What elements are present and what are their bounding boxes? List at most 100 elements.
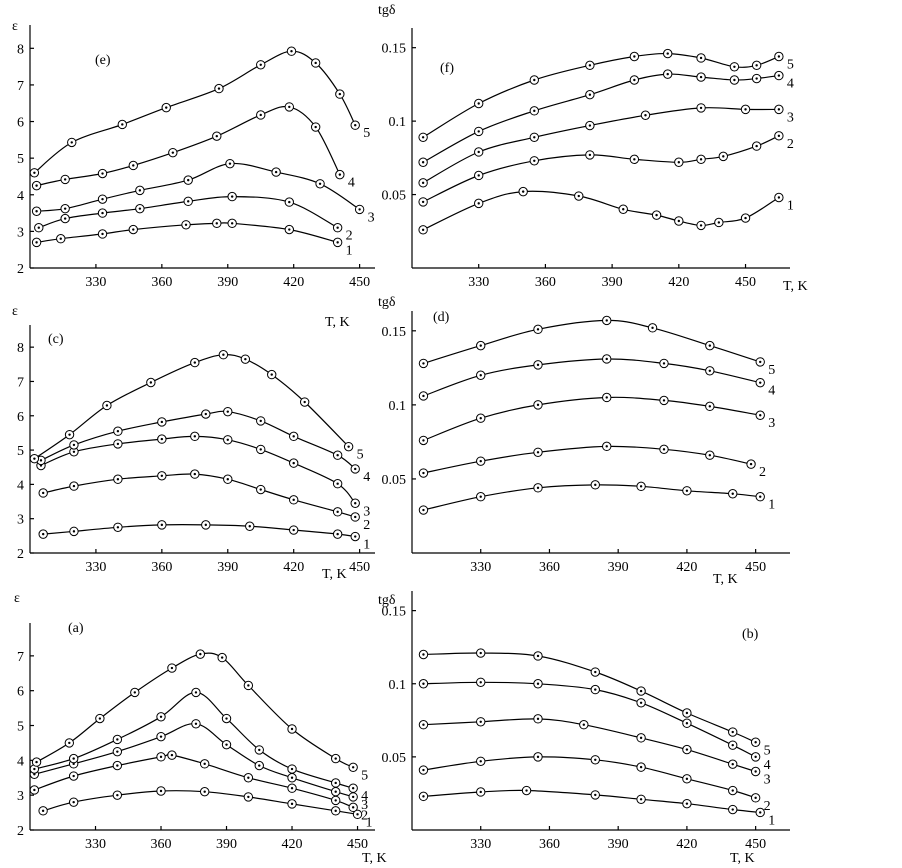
- data-point-center: [536, 363, 540, 367]
- series-line: [36, 162, 360, 212]
- series-2: 2: [29, 750, 368, 823]
- data-point-center: [193, 435, 197, 438]
- series-label: 5: [768, 363, 775, 378]
- data-point-center: [170, 753, 174, 757]
- x-axis-title: T, K: [322, 567, 347, 582]
- data-point-center: [685, 489, 689, 492]
- y-tick-label: 6: [17, 410, 24, 425]
- data-point-center: [422, 471, 425, 475]
- x-tick-label: 360: [151, 837, 172, 852]
- y-tick-label: 2: [17, 262, 24, 277]
- data-point-center: [259, 448, 262, 451]
- y-tick-label: 0.05: [382, 751, 407, 766]
- y-tick-label: 0.1: [389, 399, 407, 414]
- data-point-center: [708, 454, 712, 457]
- data-point-center: [633, 55, 636, 58]
- y-tick-label: 0.05: [382, 189, 407, 204]
- y-tick-label: 3: [17, 513, 24, 528]
- data-point-center: [479, 417, 482, 420]
- data-point-center: [479, 344, 482, 347]
- series-1: 1: [31, 218, 353, 258]
- data-point-center: [708, 405, 712, 408]
- data-point-center: [72, 530, 76, 533]
- data-point-center: [101, 197, 104, 201]
- data-point-center: [533, 159, 536, 162]
- data-point-center: [422, 508, 425, 512]
- series-3: 3: [418, 103, 794, 188]
- series-label: 3: [768, 416, 775, 431]
- series-label: 1: [787, 199, 794, 214]
- data-point-center: [759, 381, 762, 384]
- series-line: [34, 723, 354, 798]
- series-2: 2: [418, 131, 794, 207]
- series-line: [34, 691, 354, 789]
- data-point-center: [605, 319, 608, 322]
- data-point-center: [217, 87, 221, 90]
- data-point-center: [731, 762, 734, 766]
- x-tick-label: 420: [676, 837, 697, 852]
- y-tick-label: 4: [17, 478, 24, 493]
- data-point-center: [759, 811, 762, 814]
- series-label: 2: [787, 137, 794, 152]
- x-tick-label: 420: [282, 837, 303, 852]
- series-label: 4: [348, 176, 355, 191]
- data-point-center: [777, 134, 781, 138]
- x-tick-label: 330: [85, 837, 106, 852]
- data-point-center: [722, 155, 725, 158]
- series-4: 4: [29, 687, 368, 804]
- y-tick-label: 8: [17, 42, 24, 57]
- data-point-center: [290, 767, 294, 771]
- data-point-center: [351, 806, 355, 809]
- data-point-center: [699, 75, 703, 79]
- y-tick-label: 0.1: [389, 678, 407, 693]
- x-tick-label: 330: [85, 275, 106, 290]
- data-point-center: [777, 74, 781, 77]
- series-line: [34, 754, 354, 808]
- series-3: 3: [418, 392, 775, 446]
- y-tick-label: 7: [17, 650, 24, 665]
- data-point-center: [588, 93, 592, 96]
- data-point-center: [749, 462, 753, 466]
- data-point-center: [754, 796, 757, 800]
- x-tick-label: 450: [349, 275, 370, 290]
- x-tick-label: 450: [745, 837, 766, 852]
- data-point-center: [215, 134, 218, 138]
- data-point-center: [354, 467, 357, 471]
- data-point-center: [588, 153, 592, 157]
- data-point-center: [270, 373, 273, 376]
- series-label: 2: [363, 518, 370, 533]
- data-point-center: [479, 651, 482, 655]
- data-point-center: [35, 760, 38, 764]
- data-point-center: [247, 684, 250, 687]
- data-point-center: [754, 755, 757, 759]
- data-point-center: [677, 219, 681, 223]
- data-point-center: [226, 438, 229, 441]
- data-point-center: [605, 396, 608, 399]
- data-point-center: [41, 532, 45, 536]
- data-point-center: [72, 484, 76, 488]
- x-tick-label: 390: [602, 275, 623, 290]
- data-point-center: [226, 410, 229, 413]
- data-point-center: [525, 789, 528, 792]
- data-point-center: [171, 151, 175, 154]
- series-label: 1: [346, 243, 353, 258]
- data-point-center: [605, 445, 608, 448]
- series-label: 4: [363, 470, 370, 485]
- data-point-center: [536, 654, 540, 658]
- data-point-center: [116, 764, 119, 767]
- series-5: 5: [418, 648, 771, 758]
- data-point-center: [138, 207, 142, 210]
- data-point-center: [685, 711, 689, 715]
- data-point-center: [222, 353, 225, 356]
- data-point-center: [35, 241, 38, 244]
- x-tick-label: 360: [539, 560, 560, 575]
- data-point-center: [225, 717, 228, 720]
- data-point-center: [59, 237, 62, 240]
- data-point-center: [160, 437, 164, 441]
- data-point-center: [259, 488, 262, 491]
- data-point-center: [121, 123, 124, 126]
- data-point-center: [421, 161, 425, 164]
